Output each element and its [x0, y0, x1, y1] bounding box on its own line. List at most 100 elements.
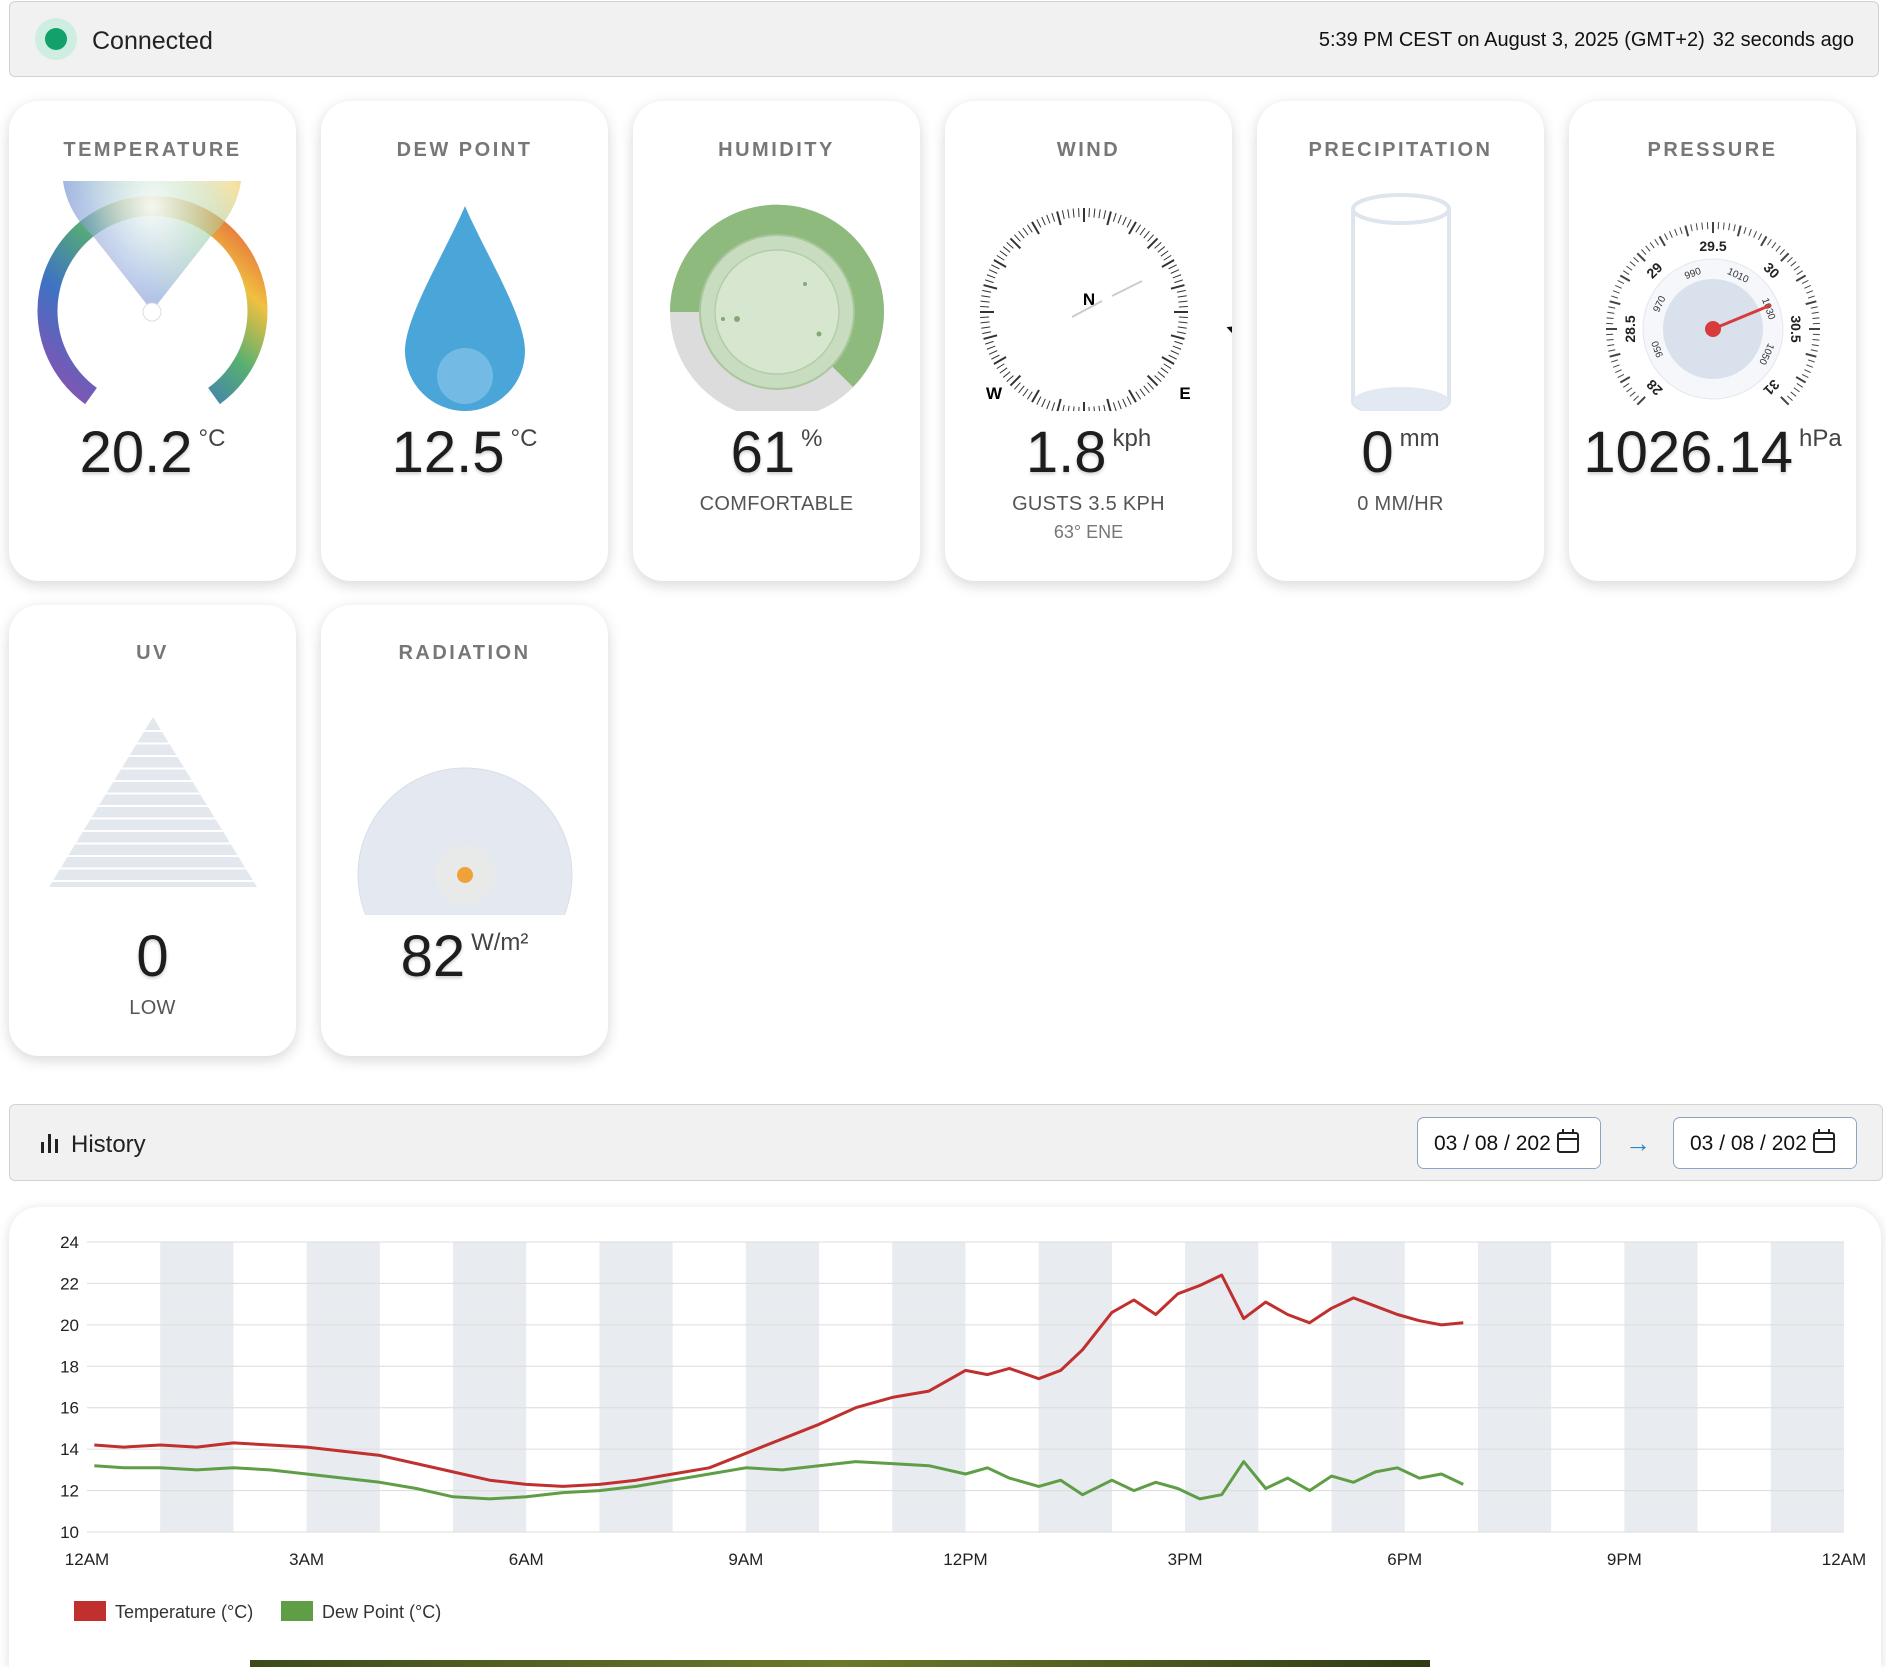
status-bar: Connected 5:39 PM CEST on August 3, 2025… — [9, 1, 1879, 77]
history-bar: History 03 / 08 / 2025 → 03 / 08 / 2025 — [9, 1104, 1883, 1181]
sun-icon — [357, 767, 573, 915]
humidity-value: 61% — [730, 420, 823, 485]
dewpoint-card[interactable]: DEW POINT 12.5 °C — [321, 101, 608, 581]
chart-band — [892, 1242, 966, 1532]
connection-indicator — [35, 18, 77, 60]
x-tick-label: 6AM — [509, 1550, 544, 1569]
card-title: PRESSURE — [1647, 139, 1778, 161]
x-tick-label: 3AM — [289, 1550, 324, 1569]
history-chart-card: 10 12 14 16 18 20 22 24 12AM 3AM 6AM 9AM 12PM 3PM 6PM 9… — [9, 1207, 1881, 1667]
x-tick-label: 9AM — [728, 1550, 763, 1569]
card-title: WIND — [1056, 139, 1121, 161]
y-tick-label: 16 — [60, 1399, 79, 1418]
series-line — [94, 1273, 1464, 1488]
uv-level: LOW — [129, 997, 176, 1019]
compass-e: E — [1179, 384, 1190, 403]
y-tick-label: 22 — [60, 1274, 79, 1293]
humidity-card[interactable]: HUMIDITY 61% COMFORTABLE — [633, 101, 920, 581]
x-tick-label: 12AM — [1822, 1550, 1866, 1569]
arrow-right-icon: → — [1625, 1128, 1651, 1158]
card-title: DEW POINT — [396, 139, 533, 161]
card-title: HUMIDITY — [718, 139, 835, 161]
legend-label: Dew Point (°C) — [322, 1602, 441, 1622]
history-chart[interactable]: 10 12 14 16 18 20 22 24 12AM 3AM 6AM 9AM 12PM 3PM 6PM 9… — [9, 1207, 1881, 1667]
compass-icon: N E S W — [980, 208, 1232, 411]
y-tick-label: 24 — [60, 1233, 79, 1252]
y-tick-label: 14 — [60, 1440, 79, 1459]
wind-gusts: GUSTS 3.5 KPH — [1012, 493, 1165, 515]
precipitation-value: 0 mm — [1361, 420, 1440, 485]
humidity-gauge-icon — [669, 204, 884, 411]
x-tick-label: 12PM — [943, 1550, 987, 1569]
pressure-value: 1026.14 hPa — [1583, 420, 1842, 485]
pressure-card[interactable]: PRESSURE 28 28.5 29 29.5 30 30.5 31 950 970 990 10… — [1569, 101, 1856, 581]
temperature-card[interactable]: TEMPERATURE 20.2 °C — [9, 101, 296, 581]
update-timestamp: 5:39 PM CEST on August 3, 2025 (GMT+2) — [1318, 29, 1705, 51]
chart-grid — [87, 1241, 1844, 1533]
uv-pyramid-icon — [49, 717, 257, 887]
y-tick-label: 12 — [60, 1482, 79, 1501]
barometer-inhg-label: 28 — [1643, 376, 1665, 398]
barometer-inhg-label: 30.5 — [1788, 315, 1804, 342]
rain-gauge-icon — [1351, 193, 1451, 411]
x-tick-label: 12AM — [65, 1550, 109, 1569]
comfort-label: COMFORTABLE — [699, 493, 854, 515]
wind-direction: 63° ENE — [1053, 522, 1124, 542]
legend-swatch — [74, 1601, 106, 1621]
barometer-hpa-label: 950 — [1650, 339, 1666, 359]
uv-card[interactable]: UV 0 LOW — [9, 605, 296, 1056]
chart-band — [306, 1242, 380, 1532]
last-update: 5:39 PM CEST on August 3, 2025 (GMT+2) 32… — [1311, 29, 1854, 52]
chart-band — [1331, 1242, 1405, 1532]
barometer-inhg-label: 30 — [1761, 259, 1783, 281]
y-tick-label: 10 — [60, 1523, 79, 1542]
legend-label: Temperature (°C) — [115, 1602, 253, 1622]
chart-band — [1770, 1242, 1844, 1532]
bar-chart-icon — [41, 1134, 58, 1153]
barometer-hpa-label: 990 — [1683, 266, 1703, 282]
wind-arrow-icon — [1226, 321, 1232, 360]
card-title: RADIATION — [398, 642, 531, 664]
date-from-input[interactable]: 03 / 08 / 2025 — [1417, 1117, 1601, 1169]
y-tick-label: 18 — [60, 1357, 79, 1376]
precipitation-card[interactable]: PRECIPITATION 0 mm 0 MM/HR — [1257, 101, 1544, 581]
radiation-value: 82 W/m² — [400, 924, 529, 989]
date-to-input[interactable]: 03 / 08 / 2025 — [1673, 1117, 1857, 1169]
radiation-card[interactable]: RADIATION 82 W/m² — [321, 605, 608, 1056]
dewpoint-value: 12.5 °C — [391, 420, 538, 485]
chart-band — [453, 1242, 527, 1532]
card-title: UV — [136, 642, 169, 664]
series-line — [94, 1460, 1464, 1501]
calendar-icon[interactable] — [1808, 1118, 1856, 1168]
y-tick-label: 20 — [60, 1316, 79, 1335]
temperature-value: 20.2 °C — [79, 420, 226, 485]
compass-w: W — [986, 384, 1003, 403]
barometer-inhg-label: 29 — [1643, 259, 1665, 281]
x-tick-label: 9PM — [1607, 1550, 1642, 1569]
card-title: PRECIPITATION — [1308, 139, 1493, 161]
connection-status: Connected — [92, 27, 213, 55]
legend-swatch — [281, 1601, 313, 1621]
card-title: TEMPERATURE — [63, 139, 242, 161]
temperature-gauge-icon — [37, 181, 268, 405]
chart-band — [1185, 1242, 1259, 1532]
chart-band — [745, 1242, 820, 1532]
barometer-inhg-label: 31 — [1760, 377, 1782, 399]
uv-value: 0 — [136, 924, 169, 989]
calendar-icon[interactable] — [1552, 1118, 1600, 1168]
background-strip — [250, 1660, 1430, 1667]
wind-value: 1.8 kph — [1025, 420, 1152, 485]
chart-band — [1477, 1242, 1552, 1532]
chart-band — [160, 1242, 234, 1532]
barometer-inhg-label: 29.5 — [1699, 238, 1726, 254]
precipitation-rate: 0 MM/HR — [1357, 493, 1444, 515]
history-title: History — [71, 1131, 146, 1158]
x-tick-label: 3PM — [1168, 1550, 1203, 1569]
update-ago: 32 seconds ago — [1712, 29, 1854, 51]
chart-band — [1624, 1242, 1698, 1532]
x-tick-label: 6PM — [1387, 1550, 1422, 1569]
compass-n: N — [1083, 290, 1095, 309]
droplet-icon — [405, 206, 525, 411]
